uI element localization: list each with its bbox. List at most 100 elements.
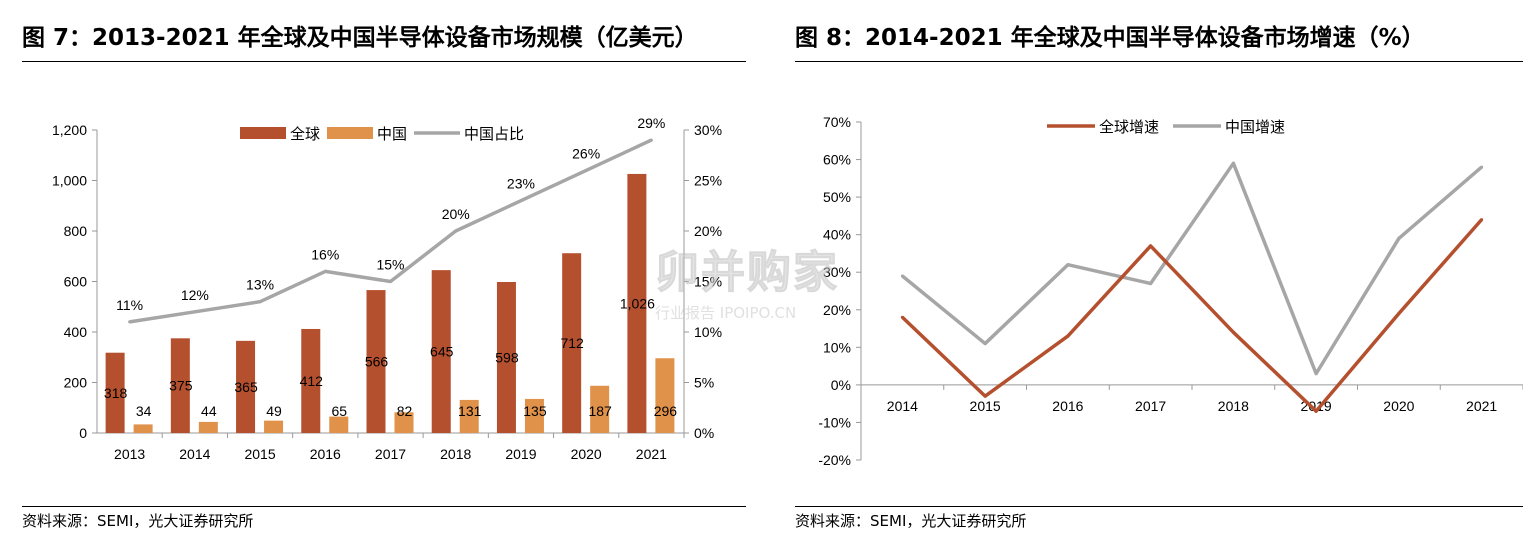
china-bar-label: 131	[458, 403, 482, 419]
china-share-point	[258, 300, 262, 304]
legend-share-label: 中国占比	[464, 126, 524, 143]
global-bar-label: 1,026	[620, 295, 655, 311]
global-bar	[170, 338, 190, 433]
china-growth-line-point	[1314, 372, 1318, 376]
y-tick-label: 40%	[823, 227, 851, 243]
china-bar	[394, 412, 414, 433]
x-tick-label: 2014	[179, 446, 210, 462]
china-bar-label: 187	[588, 403, 612, 419]
left-panel: 图 7：2013-2021 年全球及中国半导体设备市场规模（亿美元） 0 200 4…	[22, 0, 746, 556]
x-tick-label: 2017	[1135, 398, 1166, 414]
x-tick-label: 2016	[1052, 398, 1083, 414]
global-bar	[105, 352, 125, 433]
global-bar-label: 375	[169, 378, 193, 394]
global-bar-label: 645	[430, 344, 454, 360]
right-title-rule	[795, 61, 1523, 62]
china-bar	[655, 358, 675, 433]
china-bar-label: 34	[136, 403, 152, 419]
china-bar-label: 49	[266, 403, 282, 419]
y2-tick-label: 5%	[694, 375, 714, 391]
china-bar	[133, 424, 153, 433]
x-tick-label: 2013	[114, 446, 145, 462]
legend-china-label: 中国	[377, 126, 407, 143]
y-tick-label: 50%	[823, 189, 851, 205]
china-share-label: 13%	[246, 277, 274, 293]
legend-china-growth-label: 中国增速	[1225, 119, 1285, 136]
x-tick-label: 2020	[1383, 398, 1414, 414]
china-share-point	[519, 199, 523, 203]
right-panel: 图 8：2014-2021 年全球及中国半导体设备市场增速（%） -20% -10…	[795, 0, 1523, 556]
global-growth-line-point	[900, 315, 904, 319]
global-bar-label: 412	[300, 373, 324, 389]
y-tick-label: 0%	[831, 377, 851, 393]
y-tick-label: 60%	[823, 152, 851, 168]
china-bar-label: 82	[397, 403, 413, 419]
x-tick-label: 2014	[887, 398, 918, 414]
china-growth-line-point	[983, 342, 987, 346]
x-tick-label: 2020	[571, 446, 602, 462]
right-chart-title: 图 8：2014-2021 年全球及中国半导体设备市场增速（%）	[795, 25, 1425, 51]
x-tick-label: 2015	[970, 398, 1001, 414]
global-growth-line-point	[983, 394, 987, 398]
y2-tick-label: 10%	[694, 324, 722, 340]
legend-china-swatch	[327, 127, 373, 139]
global-growth-line-point	[1314, 409, 1318, 413]
china-bar-label: 135	[523, 403, 547, 419]
global-bar	[366, 290, 386, 433]
y-tick-label: 10%	[823, 339, 851, 355]
china-growth-line-point	[1066, 263, 1070, 267]
x-tick-label: 2018	[440, 446, 471, 462]
x-tick-label: 2016	[310, 446, 341, 462]
y2-tick-label: 25%	[694, 173, 722, 189]
y-tick-label: 70%	[823, 114, 851, 130]
x-tick-label: 2017	[375, 446, 406, 462]
china-bar-label: 296	[654, 403, 678, 419]
china-share-point	[649, 138, 653, 142]
y-tick-label: 1,000	[52, 173, 87, 189]
y-tick-label: 400	[64, 324, 88, 340]
y2-tick-label: 30%	[694, 122, 722, 138]
china-share-label: 15%	[376, 257, 404, 273]
x-tick-label: 2021	[636, 446, 667, 462]
china-share-point	[584, 168, 588, 172]
global-growth-line-point	[1480, 218, 1484, 222]
china-share-label: 12%	[181, 287, 209, 303]
global-bar-label: 318	[104, 385, 128, 401]
global-growth-line-point	[1231, 330, 1235, 334]
china-share-point	[323, 269, 327, 273]
china-share-label: 23%	[507, 176, 535, 192]
x-tick-label: 2021	[1466, 398, 1497, 414]
china-bar	[264, 420, 284, 433]
left-title-rule	[22, 61, 746, 62]
x-tick-label: 2015	[244, 446, 275, 462]
china-share-point	[454, 229, 458, 233]
china-growth-line-point	[1149, 281, 1153, 285]
china-growth-line	[901, 161, 1483, 376]
china-share-label: 11%	[116, 297, 143, 313]
china-share-point	[193, 310, 197, 314]
global-growth-line	[901, 218, 1483, 413]
y-tick-label: 30%	[823, 264, 851, 280]
global-growth-line-point	[1149, 244, 1153, 248]
global-bar	[236, 340, 256, 433]
global-bar-label: 712	[560, 335, 584, 351]
global-growth-line-point	[1397, 312, 1401, 316]
y2-tick-label: 20%	[694, 223, 722, 239]
y-tick-label: 600	[64, 274, 88, 290]
china-share-point	[389, 280, 392, 283]
y-tick-label: -10%	[818, 414, 851, 430]
y-tick-label: 200	[64, 375, 88, 391]
x-tick-label: 2019	[505, 446, 536, 462]
y-tick-label: 1,200	[52, 122, 87, 138]
global-growth-line-point	[1066, 334, 1070, 338]
china-growth-line-point	[900, 274, 904, 278]
global-bar	[562, 253, 582, 433]
global-bar	[301, 328, 321, 433]
china-share-label: 26%	[572, 145, 600, 161]
global-bar	[627, 173, 647, 433]
x-tick-label: 2018	[1218, 398, 1249, 414]
china-share-point	[128, 320, 132, 324]
left-source-rule	[22, 506, 746, 507]
china-bar	[459, 399, 479, 433]
left-source-note: 资料来源：SEMI，光大证券研究所	[22, 512, 254, 530]
